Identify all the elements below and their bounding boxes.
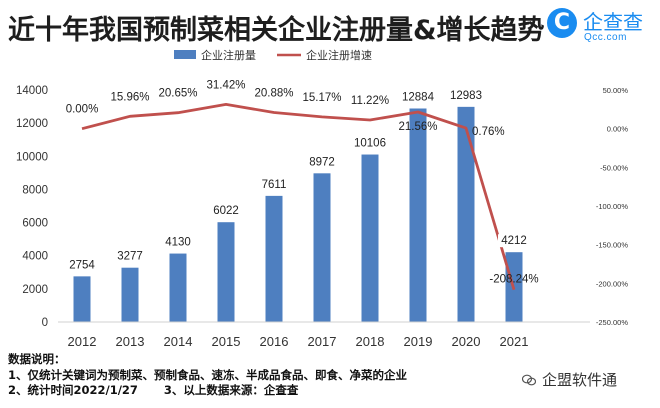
x-tick-label: 2021	[500, 334, 529, 349]
bar-label-bg	[258, 177, 290, 191]
right-tick-label: 50.00%	[603, 86, 629, 95]
left-tick-label: 8000	[22, 184, 48, 196]
x-tick-label: 2018	[356, 334, 385, 349]
bar-label-bg	[354, 136, 386, 150]
right-tick-label: -150.00%	[596, 241, 628, 250]
bar-value-label: 10106	[354, 138, 386, 150]
bar-label-bg	[498, 234, 530, 248]
bar-label-bg	[66, 258, 98, 272]
bar-2016	[265, 195, 283, 322]
bar-value-label: 4212	[501, 235, 527, 247]
line-series	[81, 103, 516, 291]
bar-2013	[121, 267, 139, 322]
qcc-logo: C 企查查 Qcc.com	[547, 6, 657, 46]
line-value-label: 11.22%	[351, 95, 389, 107]
bar-value-labels: 2754 3277 4130 6022 7611 8972 10106 12884 12983 4…	[66, 88, 530, 272]
bar-value-label: 3277	[117, 251, 143, 263]
legend-line-label: 企业注册增速	[306, 48, 372, 62]
left-tick-label: 12000	[16, 118, 48, 130]
watermark-text: 企盟软件通	[542, 371, 618, 389]
x-tick-label: 2017	[308, 334, 337, 349]
bar-2017	[313, 173, 331, 322]
x-tick-label: 2015	[212, 334, 241, 349]
bar-2019	[409, 108, 427, 322]
bar-value-label: 7611	[262, 179, 287, 191]
left-y-axis: 0 2000 4000 6000 8000 10000 12000 14000	[16, 85, 48, 329]
bar-label-bg	[162, 235, 194, 249]
bar-value-label: 8972	[309, 156, 335, 168]
bar-label-bg	[210, 204, 242, 218]
bar-value-label: 12884	[402, 91, 435, 103]
line-value-label: 31.42%	[206, 79, 245, 91]
logo-name-cn: 企查查	[583, 10, 643, 34]
x-axis: 2012 2013 2014 2015 2016 2017 2018 2019 2020 2021	[58, 321, 590, 349]
bar-2018	[361, 154, 379, 322]
watermark: 企盟软件通	[522, 369, 617, 390]
bar-2012	[73, 276, 91, 322]
chart-title: 近十年我国预制菜相关企业注册量&增长趋势	[8, 15, 545, 46]
x-tick-label: 2013	[116, 334, 145, 349]
bar-label-bg	[306, 155, 338, 169]
x-tick-label: 2020	[452, 334, 481, 349]
notes-heading: 数据说明：	[8, 352, 66, 366]
right-tick-label: -50.00%	[600, 163, 628, 172]
bar-2015	[217, 222, 235, 322]
bar-2014	[169, 253, 187, 322]
bar-value-label: 4130	[165, 237, 191, 249]
bar-value-label: 2754	[69, 259, 95, 271]
right-tick-label: 0.00%	[607, 125, 629, 134]
right-y-axis: 50.00% 0.00% -50.00% -100.00% -150.00% -200.0…	[596, 86, 628, 327]
legend-bar-swatch	[174, 50, 196, 59]
bar-2020	[457, 106, 475, 322]
wechat-icon	[522, 374, 536, 386]
data-notes: 数据说明： 1、仅统计关键词为预制菜、预制食品、速冻、半成品食品、即食、净菜的企…	[8, 352, 407, 399]
line-value-label: 0.00%	[66, 104, 99, 116]
line-value-label: 21.56%	[398, 121, 437, 133]
notes-line-2: 2、统计时间2022/1/27 3、以上数据来源：企查查	[8, 383, 407, 399]
chart-legend: 企业注册量 企业注册增速	[174, 48, 372, 62]
x-tick-label: 2014	[164, 334, 193, 349]
left-tick-label: 14000	[16, 85, 48, 97]
left-tick-label: 2000	[22, 284, 48, 296]
bar-series	[73, 106, 523, 322]
left-tick-label: 4000	[22, 251, 48, 263]
bar-value-label: 12983	[450, 90, 482, 102]
notes-line-2a: 2、统计时间2022/1/27	[8, 383, 138, 397]
line-value-label: 20.88%	[254, 88, 293, 100]
notes-line-2b: 3、以上数据来源：企查查	[163, 383, 299, 397]
notes-line-1: 1、仅统计关键词为预制菜、预制食品、速冻、半成品食品、即食、净菜的企业	[8, 367, 407, 382]
x-tick-label: 2019	[404, 334, 433, 349]
legend-bar-label: 企业注册量	[201, 48, 256, 62]
x-tick-label: 2012	[68, 334, 97, 349]
line-value-label: 15.17%	[302, 92, 341, 104]
left-tick-label: 10000	[16, 151, 48, 163]
line-value-labels: 0.00% 15.96% 20.65% 31.42% 20.88% 15.17% 11.22…	[66, 79, 539, 285]
right-tick-label: -250.00%	[596, 318, 628, 327]
growth-line	[81, 103, 516, 291]
logo-mark-icon: C	[547, 8, 577, 38]
bar-label-bg	[114, 249, 146, 263]
bar-label-bg	[402, 90, 434, 104]
line-value-label: 15.96%	[110, 91, 149, 103]
line-value-label: 0.76%	[472, 126, 505, 138]
combo-chart: 企业注册量 企业注册增速 0 2000 4000 6000 8000 10000 12000 1…	[16, 48, 628, 349]
right-tick-label: -200.00%	[596, 279, 628, 288]
bar-value-label: 6022	[213, 205, 239, 217]
line-value-label: 20.65%	[158, 88, 197, 100]
left-tick-label: 6000	[22, 218, 48, 230]
x-tick-label: 2016	[260, 334, 289, 349]
logo-name-en: Qcc.com	[584, 32, 627, 43]
left-tick-label: 0	[42, 317, 48, 329]
right-tick-label: -100.00%	[596, 202, 628, 211]
line-value-label: -208.24%	[489, 274, 538, 286]
bar-label-bg	[450, 88, 482, 102]
